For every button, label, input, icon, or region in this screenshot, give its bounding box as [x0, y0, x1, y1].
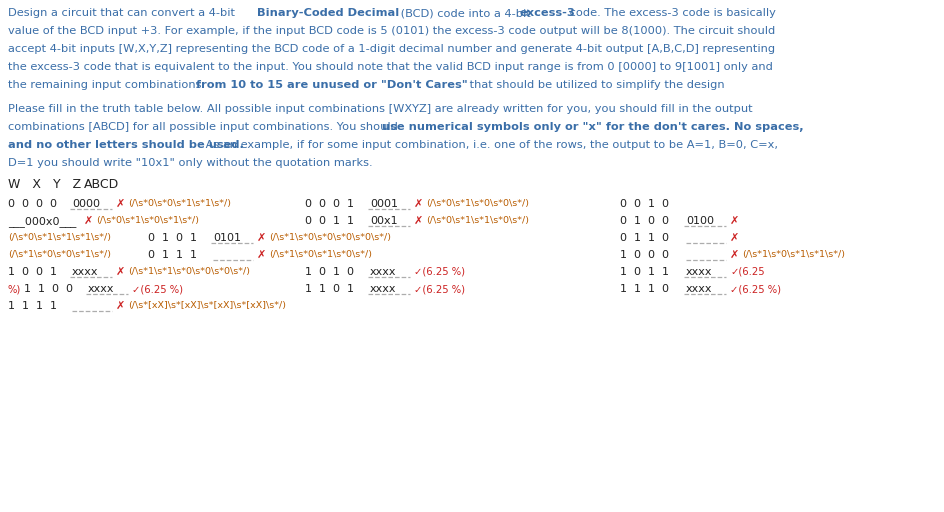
Text: ___000x0___: ___000x0___	[8, 216, 76, 227]
Text: 0100: 0100	[685, 216, 714, 226]
Text: excess-3: excess-3	[518, 8, 574, 18]
Text: use numerical symbols only or "x" for the don't cares. No spaces,: use numerical symbols only or "x" for th…	[381, 122, 802, 132]
Text: ✗: ✗	[116, 301, 126, 311]
Text: (/\s*1\s*0\s*0\s*0\s*0\s*/): (/\s*1\s*0\s*0\s*0\s*0\s*/)	[269, 233, 391, 242]
Text: ✗: ✗	[84, 216, 93, 226]
Text: 0  1  1  0: 0 1 1 0	[619, 233, 668, 243]
Text: 1  1  1  1: 1 1 1 1	[8, 301, 57, 311]
Text: 0  1  0  0: 0 1 0 0	[619, 216, 668, 226]
Text: %): %)	[8, 284, 21, 294]
Text: 1  0  0  1: 1 0 0 1	[8, 267, 57, 277]
Text: 1  1  1  0: 1 1 1 0	[619, 284, 668, 294]
Text: and no other letters should be used.: and no other letters should be used.	[8, 140, 244, 150]
Text: xxxx: xxxx	[685, 284, 712, 294]
Text: (BCD) code into a 4-bit: (BCD) code into a 4-bit	[396, 8, 533, 18]
Text: ✗: ✗	[116, 199, 126, 209]
Text: (/\s*1\s*1\s*0\s*0\s*0\s*/): (/\s*1\s*1\s*0\s*0\s*0\s*/)	[127, 267, 250, 276]
Text: 1  0  1  0: 1 0 1 0	[305, 267, 354, 277]
Text: 0000: 0000	[72, 199, 100, 209]
Text: (/\s*1\s*0\s*1\s*1\s*/): (/\s*1\s*0\s*1\s*1\s*/)	[741, 250, 844, 259]
Text: ✗: ✗	[257, 250, 266, 260]
Text: combinations [ABCD] for all possible input combinations. You should: combinations [ABCD] for all possible inp…	[8, 122, 401, 132]
Text: (/\s*0\s*1\s*1\s*1\s*/): (/\s*0\s*1\s*1\s*1\s*/)	[8, 233, 110, 242]
Text: 1  1  0  1: 1 1 0 1	[305, 284, 354, 294]
Text: xxxx: xxxx	[88, 284, 114, 294]
Text: ✗: ✗	[413, 199, 423, 209]
Text: 0  0  0  0: 0 0 0 0	[8, 199, 57, 209]
Text: 0  1  1  1: 0 1 1 1	[148, 250, 196, 260]
Text: ✓(6.25 %): ✓(6.25 %)	[413, 284, 464, 294]
Text: ✓(6.25: ✓(6.25	[729, 267, 764, 277]
Text: ✓(6.25 %): ✓(6.25 %)	[132, 284, 183, 294]
Text: 0001: 0001	[370, 199, 397, 209]
Text: from 10 to 15 are unused or "Don't Cares": from 10 to 15 are unused or "Don't Cares…	[195, 80, 467, 90]
Text: Design a circuit that can convert a 4-bit: Design a circuit that can convert a 4-bi…	[8, 8, 239, 18]
Text: As an example, if for some input combination, i.e. one of the rows, the output t: As an example, if for some input combina…	[202, 140, 777, 150]
Text: 0  0  1  0: 0 0 1 0	[619, 199, 668, 209]
Text: ✗: ✗	[729, 250, 738, 260]
Text: ✗: ✗	[729, 216, 738, 226]
Text: Binary-Coded Decimal: Binary-Coded Decimal	[257, 8, 398, 18]
Text: 0  0  0  1: 0 0 0 1	[305, 199, 354, 209]
Text: accept 4-bit inputs [W,X,Y,Z] representing the BCD code of a 1-digit decimal num: accept 4-bit inputs [W,X,Y,Z] representi…	[8, 44, 774, 54]
Text: 0  1  0  1: 0 1 0 1	[148, 233, 196, 243]
Text: (/\s*0\s*1\s*1\s*0\s*/): (/\s*0\s*1\s*1\s*0\s*/)	[426, 216, 529, 225]
Text: (/\s*1\s*0\s*1\s*0\s*/): (/\s*1\s*0\s*1\s*0\s*/)	[269, 250, 372, 259]
Text: ✗: ✗	[116, 267, 126, 277]
Text: 00x1: 00x1	[370, 216, 397, 226]
Text: 1  0  1  1: 1 0 1 1	[619, 267, 668, 277]
Text: that should be utilized to simplify the design: that should be utilized to simplify the …	[465, 80, 724, 90]
Text: code. The excess-3 code is basically: code. The excess-3 code is basically	[565, 8, 775, 18]
Text: (/\s*0\s*1\s*0\s*1\s*/): (/\s*0\s*1\s*0\s*1\s*/)	[96, 216, 199, 225]
Text: ✓(6.25 %): ✓(6.25 %)	[413, 267, 464, 277]
Text: xxxx: xxxx	[370, 284, 396, 294]
Text: ✓(6.25 %): ✓(6.25 %)	[729, 284, 780, 294]
Text: 1  1  0  0: 1 1 0 0	[24, 284, 73, 294]
Text: ✗: ✗	[413, 216, 423, 226]
Text: 0101: 0101	[212, 233, 241, 243]
Text: xxxx: xxxx	[72, 267, 98, 277]
Text: value of the BCD input +3. For example, if the input BCD code is 5 (0101) the ex: value of the BCD input +3. For example, …	[8, 26, 774, 36]
Text: ABCD: ABCD	[84, 178, 119, 191]
Text: xxxx: xxxx	[685, 267, 712, 277]
Text: (/\s*1\s*0\s*0\s*1\s*/): (/\s*1\s*0\s*0\s*1\s*/)	[8, 250, 110, 259]
Text: ✗: ✗	[729, 233, 738, 243]
Text: 1  0  0  0: 1 0 0 0	[619, 250, 668, 260]
Text: (/\s*0\s*1\s*0\s*0\s*/): (/\s*0\s*1\s*0\s*0\s*/)	[426, 199, 529, 208]
Text: 0  0  1  1: 0 0 1 1	[305, 216, 354, 226]
Text: the remaining input combinations: the remaining input combinations	[8, 80, 205, 90]
Text: D=1 you should write "10x1" only without the quotation marks.: D=1 you should write "10x1" only without…	[8, 158, 372, 168]
Text: (/\s*0\s*0\s*1\s*1\s*/): (/\s*0\s*0\s*1\s*1\s*/)	[127, 199, 230, 208]
Text: Please fill in the truth table below. All possible input combinations [WXYZ] are: Please fill in the truth table below. Al…	[8, 104, 751, 114]
Text: ✗: ✗	[257, 233, 266, 243]
Text: (/\s*[xX]\s*[xX]\s*[xX]\s*[xX]\s*/): (/\s*[xX]\s*[xX]\s*[xX]\s*[xX]\s*/)	[127, 301, 286, 310]
Text: the excess-3 code that is equivalent to the input. You should note that the vali: the excess-3 code that is equivalent to …	[8, 62, 772, 72]
Text: W   X   Y   Z: W X Y Z	[8, 178, 81, 191]
Text: xxxx: xxxx	[370, 267, 396, 277]
